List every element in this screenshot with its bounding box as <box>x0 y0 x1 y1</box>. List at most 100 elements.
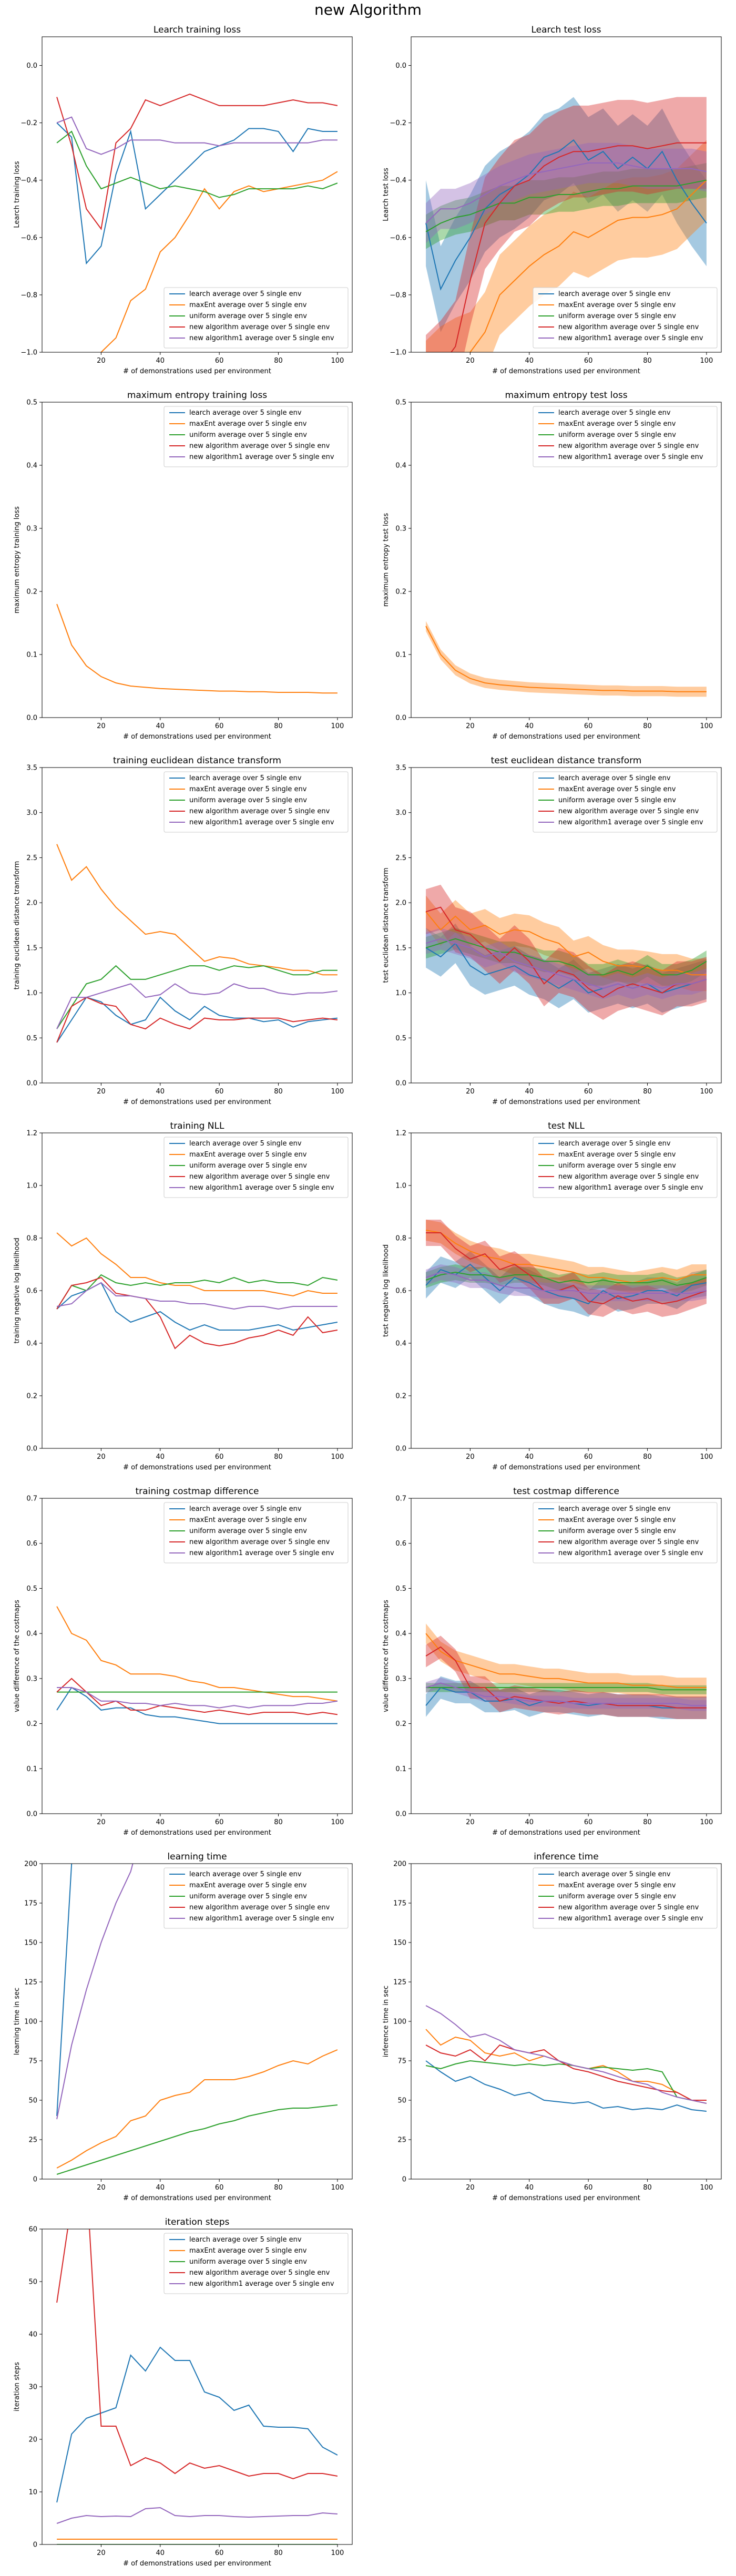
legend-label: new algorithm average over 5 single env <box>189 807 330 815</box>
y-tick-label: 2.0 <box>26 899 37 907</box>
legend-label: new algorithm1 average over 5 single env <box>558 334 703 342</box>
series-line-uniform <box>56 965 338 1029</box>
y-tick-label: 0.7 <box>395 1495 406 1503</box>
x-tick-label: 20 <box>466 722 475 730</box>
x-tick-label: 80 <box>274 2184 283 2192</box>
y-tick-label: 0.1 <box>395 1765 406 1773</box>
legend-label: new algorithm1 average over 5 single env <box>558 1184 703 1192</box>
y-tick-label: 0.6 <box>395 1540 406 1548</box>
chart-title: learning time <box>167 1852 227 1862</box>
plot-area <box>56 604 338 694</box>
legend: learch average over 5 single env maxEnt a… <box>163 1867 349 1929</box>
y-axis-label: training negative log likelihood <box>13 1238 21 1343</box>
y-tick-label: −0.4 <box>21 177 37 185</box>
legend-label: learch average over 5 single env <box>189 290 302 298</box>
chart-title: maximum entropy test loss <box>505 390 627 401</box>
legend: learch average over 5 single env maxEnt a… <box>533 1502 718 1563</box>
y-tick-label: 2.0 <box>395 899 406 907</box>
legend-label: uniform average over 5 single env <box>189 1893 307 1900</box>
y-tick-label: 25 <box>397 2137 406 2144</box>
legend: learch average over 5 single env maxEnt a… <box>533 771 718 833</box>
y-tick-label: 0.6 <box>26 1540 37 1548</box>
x-tick-label: 40 <box>525 357 534 365</box>
legend-box <box>163 1867 349 1929</box>
x-tick-label: 60 <box>584 2184 593 2192</box>
legend-label: uniform average over 5 single env <box>189 1162 307 1170</box>
series-line-newalg1 <box>56 116 338 155</box>
legend: learch average over 5 single env maxEnt a… <box>163 1137 349 1198</box>
series-line-newalg <box>451 142 707 352</box>
axes-frame <box>411 1863 722 2180</box>
axes-frame <box>411 1498 722 1814</box>
x-tick-label: 20 <box>97 2549 106 2557</box>
y-tick-label: −1.0 <box>21 349 37 357</box>
x-tick-label: 20 <box>466 1088 475 1096</box>
legend-label: maxEnt average over 5 single env <box>558 301 676 309</box>
y-tick-label: 0.4 <box>26 1340 37 1348</box>
x-tick-label: 100 <box>331 722 344 730</box>
y-axis-label: value difference of the costmaps <box>13 1600 21 1712</box>
y-tick-label: 50 <box>28 2278 37 2286</box>
y-tick-label: 125 <box>393 1979 406 1987</box>
legend-label: maxEnt average over 5 single env <box>189 1516 307 1524</box>
x-axis-label: # of demonstrations used per environment <box>492 2194 640 2202</box>
series-line-learch <box>56 2346 338 2503</box>
series-line-learch <box>56 122 338 265</box>
legend-label: maxEnt average over 5 single env <box>558 1151 676 1159</box>
legend-box <box>163 287 349 349</box>
series-line-learch <box>425 1263 707 1305</box>
series-line-learch <box>56 1864 73 2117</box>
y-tick-label: 20 <box>28 2436 37 2444</box>
series-line-learch <box>425 139 707 291</box>
legend-label: learch average over 5 single env <box>189 2236 302 2244</box>
x-axis-label: # of demonstrations used per environment <box>123 1464 271 1471</box>
chart-title: Learch test loss <box>531 25 601 35</box>
x-tick-label: 60 <box>215 357 224 365</box>
x-tick-label: 40 <box>525 1088 534 1096</box>
series-line-learch <box>56 996 338 1043</box>
chart-title: training NLL <box>170 1121 224 1131</box>
x-tick-label: 20 <box>466 1453 475 1461</box>
y-tick-label: 60 <box>28 2226 37 2234</box>
x-tick-label: 80 <box>643 1818 652 1826</box>
y-tick-label: 1.5 <box>395 944 406 952</box>
series-line-uniform <box>425 179 707 232</box>
y-tick-label: 0.0 <box>395 1811 406 1818</box>
legend-label: new algorithm average over 5 single env <box>558 807 699 815</box>
series-line-learch <box>425 2060 707 2112</box>
chart-title: training euclidean distance transform <box>113 755 281 766</box>
x-axis-label: # of demonstrations used per environment <box>123 733 271 741</box>
series-line-maxent <box>425 1633 707 1688</box>
chart-panel-13: iteration steps 20 40 60 80 100 0 10 20 30 40 50 60 #… <box>13 2217 353 2568</box>
y-tick-label: 1.2 <box>26 1130 37 1138</box>
series-line-maxent <box>425 2029 707 2104</box>
legend-label: new algorithm1 average over 5 single env <box>189 1549 334 1557</box>
legend-label: maxEnt average over 5 single env <box>189 301 307 309</box>
y-tick-label: 200 <box>24 1861 37 1868</box>
legend-label: new algorithm average over 5 single env <box>189 323 330 331</box>
legend-box <box>533 287 718 349</box>
y-tick-label: 0.4 <box>26 462 37 470</box>
legend-label: new algorithm average over 5 single env <box>558 1538 699 1546</box>
series-line-newalg <box>56 94 338 230</box>
y-axis-label: training euclidean distance transform <box>13 861 21 990</box>
y-tick-label: 125 <box>24 1979 37 1987</box>
series-line-learch <box>56 1282 338 1331</box>
y-tick-label: 0.5 <box>395 1585 406 1593</box>
y-tick-label: 0.5 <box>26 1035 37 1042</box>
legend-label: learch average over 5 single env <box>189 1505 302 1513</box>
x-tick-label: 80 <box>274 1453 283 1461</box>
legend-label: uniform average over 5 single env <box>189 312 307 320</box>
legend-label: learch average over 5 single env <box>558 1505 671 1513</box>
y-tick-label: 1.0 <box>395 1182 406 1190</box>
x-tick-label: 100 <box>331 2184 344 2192</box>
plot-area <box>425 621 707 697</box>
y-tick-label: 0 <box>33 2541 37 2549</box>
y-tick-label: 0.1 <box>26 1765 37 1773</box>
y-axis-label: inference time in sec <box>382 1986 390 2057</box>
legend: learch average over 5 single env maxEnt a… <box>163 406 349 467</box>
y-tick-label: −0.8 <box>390 291 406 299</box>
legend-label: uniform average over 5 single env <box>558 796 676 804</box>
series-line-newalg1 <box>425 1271 707 1294</box>
